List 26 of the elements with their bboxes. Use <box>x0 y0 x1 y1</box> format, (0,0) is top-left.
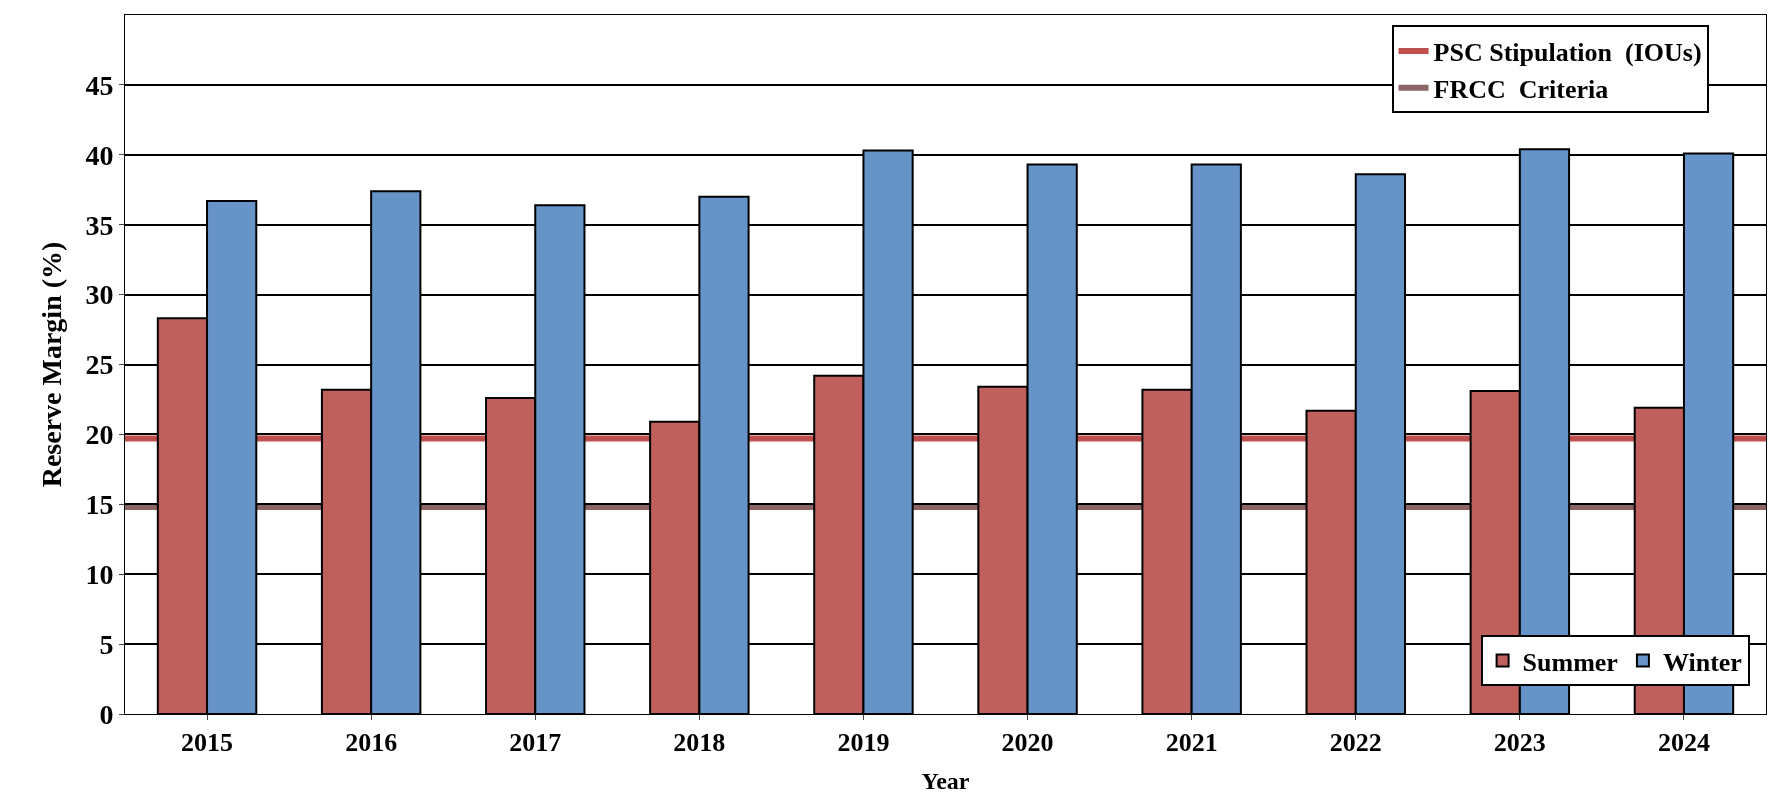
x-tick-label: 2024 <box>1657 728 1710 758</box>
x-tick-label: 2020 <box>1001 728 1054 758</box>
y-tick-label: 20 <box>85 419 114 451</box>
y-tick-label: 25 <box>85 349 114 381</box>
y-axis-title: Reserve Margin (%) <box>36 241 68 488</box>
x-tick-label: 2019 <box>837 728 890 758</box>
legend-label: PSC Stipulation (IOUs) <box>1433 38 1702 68</box>
y-tick-label: 10 <box>85 559 114 590</box>
x-tick-label: 2018 <box>673 728 726 758</box>
legend-label: Winter <box>1662 647 1742 677</box>
x-axis-title: Year <box>921 767 970 794</box>
y-tick-label: 40 <box>85 139 114 171</box>
x-tick-label: 2016 <box>345 728 398 758</box>
x-tick-label: 2022 <box>1329 728 1382 758</box>
x-tick-label: 2021 <box>1165 728 1218 758</box>
y-tick-label: 5 <box>99 628 114 660</box>
y-tick-label: 15 <box>85 489 114 521</box>
x-tick-label: 2023 <box>1493 728 1546 758</box>
y-tick-label: 0 <box>99 698 114 730</box>
x-tick-label: 2017 <box>509 728 562 758</box>
y-tick-label: 35 <box>85 209 114 241</box>
legend-label: Summer <box>1522 647 1618 677</box>
legend-label: FRCC Criteria <box>1433 74 1609 104</box>
x-tick-label: 2015 <box>181 728 234 758</box>
y-tick-label: 30 <box>85 279 114 311</box>
y-tick-label: 45 <box>85 69 114 101</box>
